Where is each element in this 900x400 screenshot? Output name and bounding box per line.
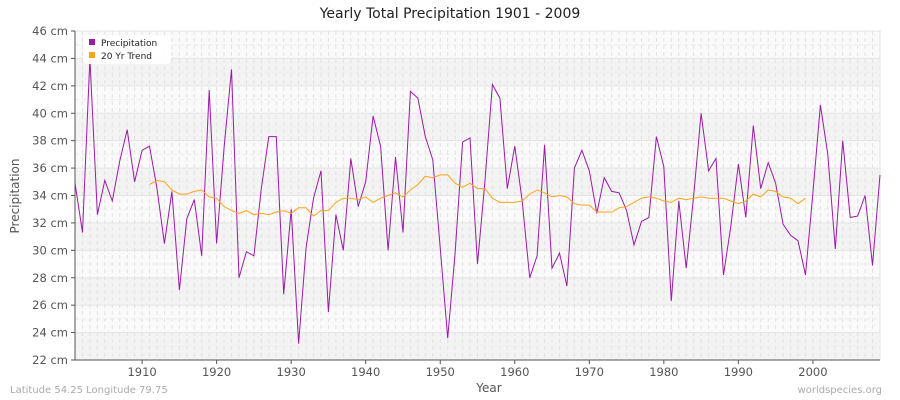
y-tick-label: 26 cm (32, 298, 68, 312)
x-tick-label: 1990 (724, 365, 753, 379)
legend-swatch-precipitation (89, 39, 95, 45)
x-axis-label: Year (475, 381, 501, 395)
legend-label-trend: 20 Yr Trend (101, 52, 152, 62)
chart-title: Yearly Total Precipitation 1901 - 2009 (319, 6, 581, 22)
y-tick-label: 42 cm (32, 79, 68, 93)
y-tick-label: 40 cm (32, 106, 68, 120)
y-tick-label: 44 cm (32, 51, 68, 65)
x-tick-label: 1940 (351, 365, 380, 379)
y-tick-label: 32 cm (32, 216, 68, 230)
y-tick-label: 46 cm (32, 24, 68, 38)
x-tick-label: 1970 (575, 365, 604, 379)
legend-label-precipitation: Precipitation (101, 39, 157, 49)
x-tick-label: 2000 (798, 365, 827, 379)
trend-line (149, 174, 806, 217)
x-tick-label: 1980 (649, 365, 678, 379)
x-tick-label: 1950 (426, 365, 455, 379)
y-tick-label: 30 cm (32, 243, 68, 257)
series-lines (74, 58, 881, 344)
precipitation-line (74, 58, 881, 344)
x-tick-label: 1930 (277, 365, 306, 379)
y-tick-label: 24 cm (32, 326, 68, 340)
y-tick-label: 22 cm (32, 353, 68, 367)
x-tick-label: 1910 (127, 365, 156, 379)
y-tick-label: 38 cm (32, 134, 68, 148)
legend-swatch-trend (89, 52, 95, 58)
location-note: Latitude 54.25 Longitude 79.75 (10, 385, 168, 396)
tick-labels: 22 cm 24 cm 26 cm 28 cm 30 cm 32 cm 34 cm 36 cm… (32, 24, 827, 379)
y-tick-label: 34 cm (32, 189, 68, 203)
axes (71, 30, 880, 364)
legend: Precipitation 20 Yr Trend (83, 35, 171, 64)
y-axis-label: Precipitation (8, 158, 22, 233)
x-tick-label: 1920 (202, 365, 231, 379)
y-tick-label: 36 cm (32, 161, 68, 175)
y-tick-label: 28 cm (32, 271, 68, 285)
x-tick-label: 1960 (500, 365, 529, 379)
source-credit: worldspecies.org (797, 385, 882, 396)
